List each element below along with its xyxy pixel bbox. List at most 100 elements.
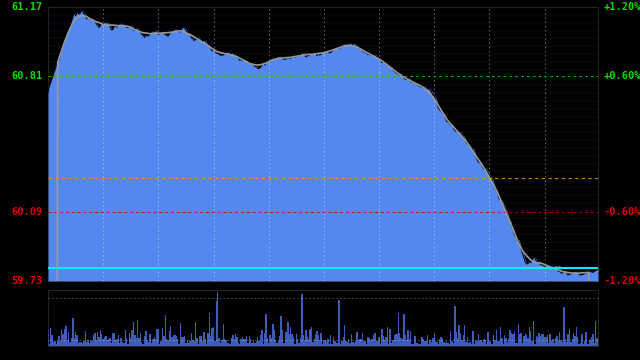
Bar: [228, 343, 229, 346]
Bar: [516, 343, 518, 346]
Bar: [509, 330, 511, 346]
Bar: [137, 320, 138, 346]
Bar: [167, 339, 169, 346]
Bar: [115, 340, 116, 346]
Bar: [406, 340, 407, 346]
Bar: [214, 341, 216, 346]
Bar: [247, 343, 249, 346]
Bar: [280, 316, 282, 346]
Bar: [449, 345, 450, 346]
Text: +0.60%: +0.60%: [604, 71, 640, 81]
Bar: [369, 338, 370, 346]
Bar: [271, 338, 272, 346]
Bar: [563, 307, 564, 346]
Bar: [483, 339, 484, 346]
Bar: [595, 321, 596, 346]
Bar: [458, 325, 460, 346]
Bar: [447, 343, 449, 346]
Bar: [460, 333, 461, 346]
Bar: [529, 327, 530, 346]
Bar: [554, 343, 555, 346]
Bar: [454, 306, 456, 346]
Bar: [253, 340, 254, 346]
Bar: [64, 329, 65, 346]
Bar: [216, 301, 217, 346]
Bar: [388, 344, 389, 346]
Bar: [166, 339, 167, 346]
Bar: [76, 335, 77, 346]
Bar: [57, 341, 58, 346]
Bar: [392, 339, 394, 346]
Bar: [294, 344, 296, 346]
Bar: [184, 336, 185, 346]
Bar: [94, 333, 95, 346]
Bar: [572, 339, 573, 346]
Bar: [56, 345, 57, 346]
Bar: [536, 336, 537, 346]
Bar: [122, 342, 123, 346]
Bar: [429, 341, 431, 346]
Bar: [177, 339, 179, 346]
Bar: [580, 343, 581, 346]
Bar: [82, 343, 83, 346]
Bar: [125, 330, 126, 346]
Bar: [244, 339, 246, 346]
Bar: [99, 337, 100, 346]
Bar: [198, 345, 199, 346]
Bar: [347, 342, 348, 346]
Bar: [504, 335, 506, 346]
Bar: [524, 336, 525, 346]
Bar: [202, 341, 203, 346]
Bar: [223, 324, 224, 346]
Bar: [298, 343, 300, 346]
Bar: [285, 332, 286, 346]
Bar: [556, 336, 557, 346]
Bar: [541, 334, 543, 346]
Bar: [352, 342, 353, 346]
Bar: [360, 339, 362, 346]
Bar: [581, 334, 582, 346]
Bar: [140, 333, 141, 346]
Bar: [254, 343, 255, 346]
Bar: [287, 322, 289, 346]
Bar: [378, 337, 380, 346]
Bar: [348, 339, 349, 346]
Bar: [108, 339, 109, 346]
Bar: [170, 326, 172, 346]
Bar: [255, 341, 257, 346]
Bar: [486, 344, 487, 346]
Bar: [519, 334, 520, 346]
Bar: [465, 342, 467, 346]
Bar: [442, 338, 444, 346]
Bar: [308, 339, 309, 346]
Bar: [588, 344, 589, 346]
Bar: [345, 341, 347, 346]
Bar: [120, 338, 122, 346]
Bar: [257, 337, 259, 346]
Bar: [229, 344, 231, 346]
Bar: [191, 333, 192, 346]
Bar: [225, 340, 227, 346]
Bar: [105, 336, 107, 346]
Bar: [154, 337, 155, 346]
Bar: [162, 328, 163, 346]
Bar: [63, 333, 64, 346]
Bar: [217, 292, 218, 346]
Bar: [333, 337, 334, 346]
Bar: [530, 331, 531, 346]
Bar: [353, 343, 355, 346]
Bar: [309, 329, 311, 346]
Bar: [134, 336, 136, 346]
Bar: [520, 333, 522, 346]
Bar: [551, 341, 552, 346]
Bar: [144, 337, 145, 346]
Bar: [364, 341, 365, 346]
Bar: [495, 330, 497, 346]
Bar: [109, 338, 111, 346]
Text: +1.20%: +1.20%: [604, 2, 640, 12]
Bar: [377, 341, 378, 346]
Text: 60.09: 60.09: [12, 207, 42, 217]
Bar: [371, 339, 373, 346]
Bar: [534, 345, 536, 346]
Bar: [413, 344, 414, 346]
